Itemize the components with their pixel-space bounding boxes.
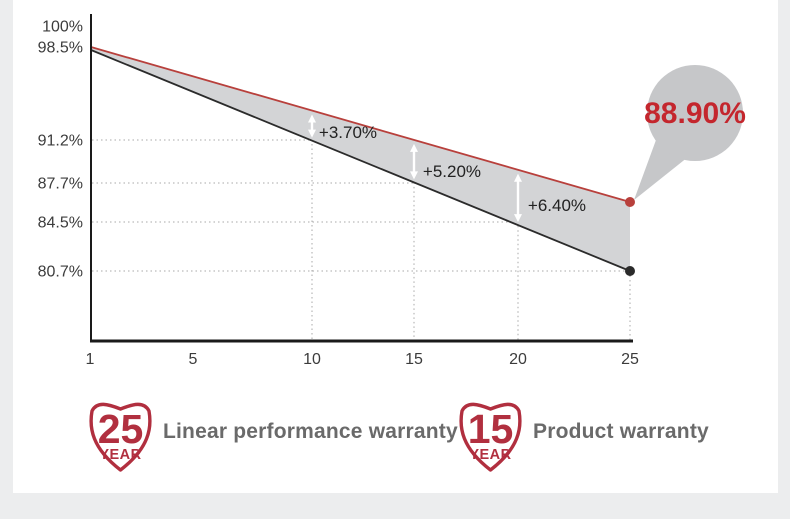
gain-annotation: +5.20% bbox=[423, 162, 481, 181]
callout-value: 88.90% bbox=[644, 97, 746, 130]
gain-arrow-head bbox=[514, 214, 522, 223]
y-tick-label: 80.7% bbox=[38, 264, 83, 281]
x-tick-label: 10 bbox=[303, 351, 321, 368]
product-warranty-badge: 15 YEAR Product warranty bbox=[455, 396, 709, 474]
x-tick-label: 1 bbox=[86, 351, 95, 368]
y-tick-label: 87.7% bbox=[38, 176, 83, 193]
shield-15-year-icon: 15 YEAR bbox=[459, 402, 522, 472]
y-tick-label: 98.5% bbox=[38, 40, 83, 57]
y-tick-label: 84.5% bbox=[38, 215, 83, 232]
badge-year-word-25: YEAR bbox=[99, 447, 141, 463]
gain-arrow-head bbox=[410, 143, 418, 152]
gain-arrow-head bbox=[308, 129, 316, 138]
gain-annotation: +3.70% bbox=[319, 123, 377, 142]
badge-years-15: 15 bbox=[468, 406, 514, 452]
product-warranty-label: Product warranty bbox=[533, 420, 709, 443]
baseline-line bbox=[90, 49, 631, 272]
x-tick-label: 25 bbox=[621, 351, 639, 368]
badge-years-25: 25 bbox=[98, 406, 144, 452]
warranty-line bbox=[90, 46, 631, 203]
gain-arrow-head bbox=[514, 173, 522, 182]
linear-performance-warranty-label: Linear performance warranty bbox=[163, 420, 458, 443]
gain-arrow-head bbox=[308, 114, 316, 123]
x-tick-label: 20 bbox=[509, 351, 527, 368]
y-tick-label: 91.2% bbox=[38, 133, 83, 150]
gain-annotation: +6.40% bbox=[528, 196, 586, 215]
warranty-degradation-chart: +3.70% +5.20% +6.40% 100% 98.5% 91.2% 87.7% 84.… bbox=[38, 14, 746, 368]
baseline-endpoint-dot bbox=[625, 266, 635, 276]
x-tick-label: 5 bbox=[189, 351, 198, 368]
x-tick-label: 15 bbox=[405, 351, 423, 368]
warranty-badges-row: 25 YEAR Linear performance warranty 15 Y… bbox=[0, 0, 790, 472]
badge-year-word-15: YEAR bbox=[469, 447, 511, 463]
linear-performance-warranty-badge: 25 YEAR Linear performance warranty bbox=[85, 396, 458, 474]
shield-25-year-icon: 25 YEAR bbox=[89, 402, 152, 472]
warranty-endpoint-dot bbox=[625, 197, 635, 207]
gain-arrow-head bbox=[410, 171, 418, 180]
y-tick-label: 100% bbox=[42, 19, 83, 36]
callout-bubble bbox=[647, 65, 743, 161]
